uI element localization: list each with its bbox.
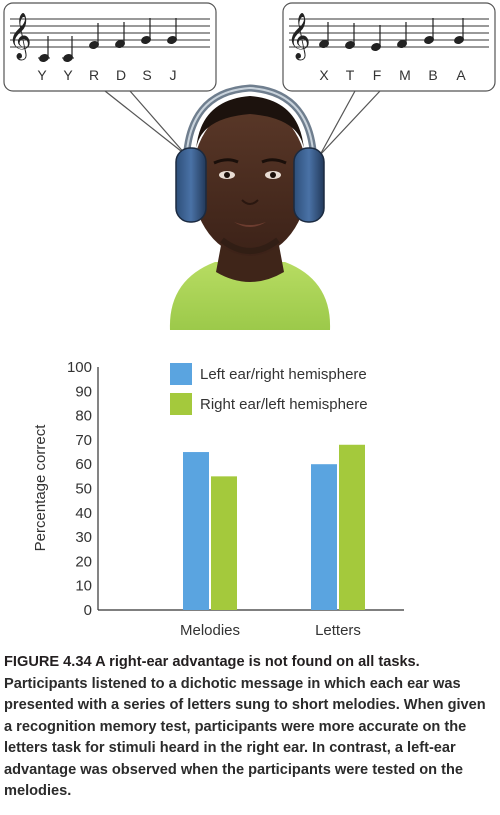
right-letter: M xyxy=(399,67,411,83)
person-with-headphones xyxy=(169,84,331,330)
bar-letters-right-ear xyxy=(339,444,365,610)
treble-clef-icon: 𝄞 xyxy=(8,13,32,61)
y-tick-label: 40 xyxy=(75,505,92,522)
y-axis-title: Percentage correct xyxy=(32,424,49,552)
left-speech-bubble: 𝄞 Y Y R D S J xyxy=(3,2,217,156)
right-letter: T xyxy=(346,67,355,83)
bar-melodies-left-ear xyxy=(183,452,209,610)
y-tick-label: 90 xyxy=(75,383,92,400)
y-tick-label: 30 xyxy=(75,529,92,546)
y-tick-label: 10 xyxy=(75,578,92,595)
bar-letters-left-ear xyxy=(311,464,337,610)
left-letter: J xyxy=(170,67,177,83)
left-notes xyxy=(38,18,177,62)
right-letters: X T F M B A xyxy=(319,67,466,83)
left-letter: S xyxy=(142,67,151,83)
x-tick-label: Melodies xyxy=(180,622,240,639)
x-tick-label: Letters xyxy=(315,622,361,639)
left-letter: D xyxy=(116,67,126,83)
legend-label: Right ear/left hemisphere xyxy=(200,396,368,413)
right-speech-bubble: 𝄞 X T F M B A xyxy=(282,2,496,156)
figure-caption: FIGURE 4.34 A right-ear advantage is not… xyxy=(4,652,496,803)
y-tick-label: 60 xyxy=(75,456,92,473)
left-staff xyxy=(10,18,210,48)
treble-clef-icon: 𝄞 xyxy=(287,13,311,61)
left-letter: R xyxy=(89,67,99,83)
left-headphone-cup xyxy=(175,147,207,223)
bar-melodies-right-ear xyxy=(211,476,237,610)
headphones-illustration: 𝄞 Y Y R D S J 𝄞 xyxy=(3,2,496,330)
caption-title: FIGURE 4.34 A right-ear advantage is not… xyxy=(4,654,420,670)
left-letter: Y xyxy=(63,67,73,83)
bars-group xyxy=(183,444,365,610)
right-letter: F xyxy=(373,67,382,83)
y-tick-label: 80 xyxy=(75,408,92,425)
right-notes xyxy=(319,18,464,51)
bar-chart: Percentage correct 0 10 20 30 40 50 60 70 80 90 10… xyxy=(32,359,404,639)
right-letter: A xyxy=(456,67,466,83)
legend-label: Left ear/right hemisphere xyxy=(200,366,367,383)
right-letter: B xyxy=(428,67,437,83)
left-letter: Y xyxy=(37,67,47,83)
y-axis-ticks: 0 10 20 30 40 50 60 70 80 90 100 xyxy=(67,359,92,619)
y-tick-label: 0 xyxy=(84,602,92,619)
right-headphone-cup xyxy=(293,147,325,223)
legend: Left ear/right hemisphere Right ear/left … xyxy=(170,363,368,415)
left-letters: Y Y R D S J xyxy=(37,67,176,83)
y-tick-label: 50 xyxy=(75,481,92,498)
legend-swatch xyxy=(170,393,192,415)
y-tick-label: 20 xyxy=(75,553,92,570)
caption-body: Participants listened to a dichotic mess… xyxy=(4,675,486,800)
y-tick-label: 70 xyxy=(75,432,92,449)
x-axis-labels: Melodies Letters xyxy=(180,622,361,639)
legend-swatch xyxy=(170,363,192,385)
y-tick-label: 100 xyxy=(67,359,92,376)
right-letter: X xyxy=(319,67,329,83)
